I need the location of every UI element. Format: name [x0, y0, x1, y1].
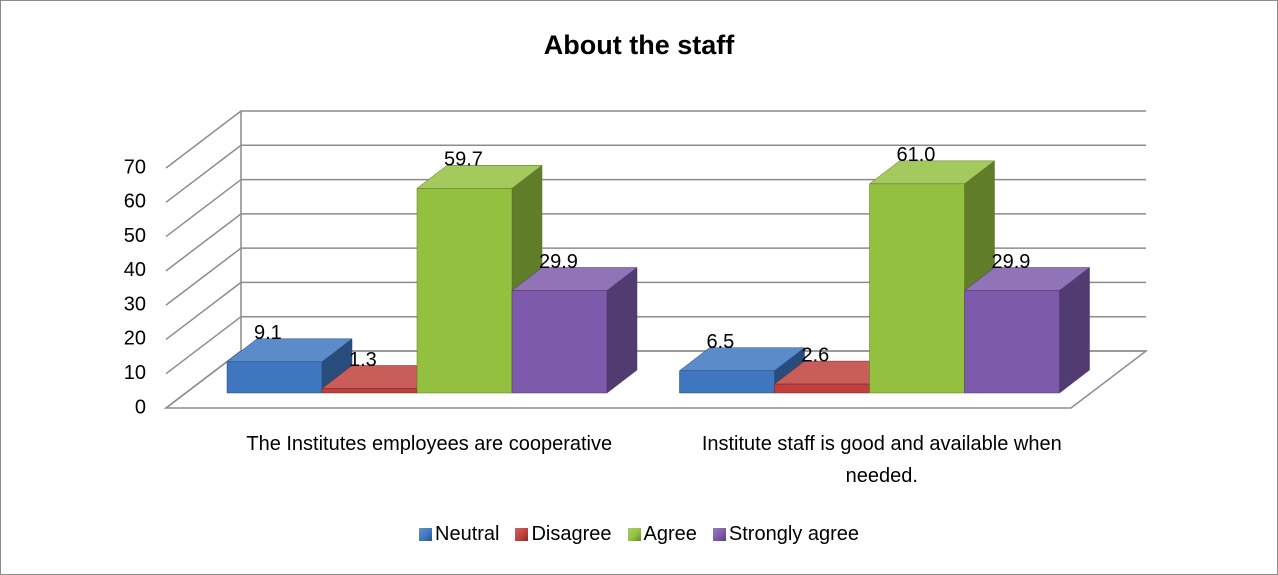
y-tick-label: 30 [124, 293, 146, 315]
value-label: 9.1 [254, 322, 282, 344]
chart-title: About the staff [544, 30, 735, 60]
legend-item: Strongly agree [712, 523, 859, 546]
legend-label: Disagree [531, 523, 612, 545]
bar-front [774, 383, 870, 394]
y-tick-label: 20 [124, 328, 146, 350]
legend-label: Neutral [435, 523, 500, 545]
legend-item: Disagree [515, 523, 612, 546]
legend-swatch [627, 528, 641, 541]
grid-line [165, 110, 1146, 169]
bar-front [679, 370, 775, 394]
grid-line [165, 213, 1146, 272]
legend-swatch [419, 528, 432, 541]
grid-line [165, 247, 1146, 306]
grid-line [165, 281, 1146, 341]
bar-front [226, 361, 323, 394]
y-tick-label: 60 [124, 191, 146, 213]
legend-item: Neutral [419, 523, 499, 546]
grid-line [165, 315, 1146, 375]
grid-line [165, 178, 1146, 238]
legend-swatch [712, 528, 726, 541]
bar [678, 347, 806, 394]
bar-front [869, 183, 965, 394]
bar-front [511, 290, 608, 394]
grid-line [165, 144, 1146, 203]
y-tick-label: 70 [124, 156, 146, 178]
bar-front [416, 188, 513, 394]
value-label: 1.3 [349, 349, 377, 371]
value-label: 29.9 [539, 251, 578, 273]
value-label: 2.6 [802, 344, 830, 366]
legend: Neutral Disagree Agree Strongly agree [1, 523, 1277, 546]
legend-label: Agree [643, 523, 697, 545]
legend-label: Strongly agree [728, 523, 859, 545]
legend-swatch [515, 528, 529, 541]
bar [226, 338, 353, 394]
bar-front [321, 388, 418, 394]
y-tick-label: 40 [124, 259, 146, 281]
bar-front [964, 290, 1060, 394]
y-tick-label: 50 [124, 225, 146, 247]
x-tick-label: The Institutes employees are cooperative [246, 433, 613, 455]
value-label: 6.5 [707, 331, 735, 353]
value-label: 61.0 [897, 144, 936, 166]
y-tick-label: 10 [124, 362, 146, 384]
y-tick-label: 0 [135, 396, 146, 418]
value-label: 59.7 [444, 149, 483, 171]
bar [963, 266, 1091, 394]
value-label: 29.9 [992, 251, 1031, 273]
legend-item: Agree [627, 523, 697, 546]
x-tick-label: Institute staff is good and available wh… [701, 433, 1062, 487]
bar [511, 266, 638, 394]
